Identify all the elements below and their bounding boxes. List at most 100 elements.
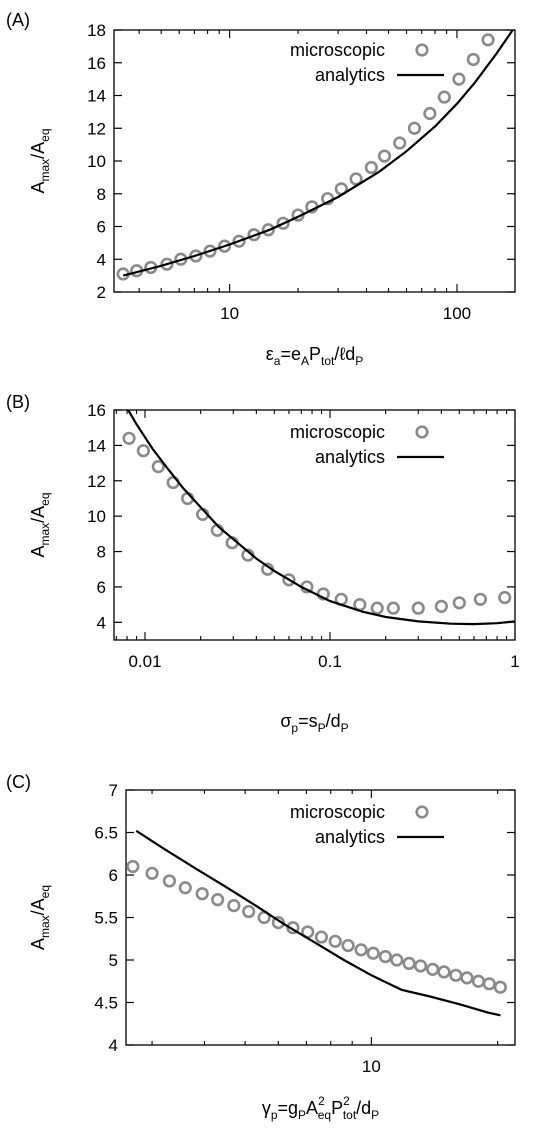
- plot-frame: [113, 409, 516, 641]
- legend-label: analytics: [315, 447, 385, 467]
- microscopic-point: [354, 943, 368, 957]
- microscopic-point: [151, 460, 165, 474]
- y-tick-label: 4: [97, 613, 106, 632]
- microscopic-point: [449, 968, 463, 982]
- x-tick-label: 10: [362, 1057, 381, 1076]
- microscopic-point: [217, 239, 232, 253]
- y-label-part: max: [38, 159, 52, 182]
- y-tick-label: 7: [109, 781, 118, 800]
- microscopic-point: [437, 965, 451, 979]
- microscopic-point: [282, 573, 296, 587]
- microscopic-point: [407, 121, 422, 135]
- x-label-sub: eq: [318, 1108, 331, 1122]
- x-label-part: P: [318, 721, 326, 735]
- y-axis-label: Amax/Aeq: [28, 885, 52, 950]
- microscopic-point: [460, 971, 474, 985]
- x-label-part: /ℓd: [334, 344, 355, 364]
- microscopic-point: [366, 946, 380, 960]
- x-tick-label: 100: [443, 304, 471, 323]
- y-tick-label: 4: [109, 1036, 118, 1055]
- y-label-part: A: [28, 182, 48, 194]
- analytics-line: [135, 829, 501, 1017]
- x-tick-label: 10: [220, 304, 239, 323]
- microscopic-point: [328, 934, 342, 948]
- y-label-part: max: [38, 523, 52, 546]
- microscopic-point: [393, 136, 407, 150]
- y-label-part: /A: [28, 898, 48, 915]
- microscopic-point: [353, 598, 367, 612]
- microscopic-point: [136, 444, 150, 458]
- legend-point-swatch: [415, 43, 429, 57]
- y-label-part: /A: [28, 506, 48, 523]
- y-tick-label: 10: [87, 152, 106, 171]
- microscopic-point: [402, 956, 416, 971]
- microscopic-point: [473, 592, 487, 606]
- microscopic-point: [386, 601, 400, 615]
- y-tick-label: 6: [97, 218, 106, 237]
- y-tick-label: 8: [97, 185, 106, 204]
- microscopic-point: [413, 959, 428, 973]
- x-label-part: P: [371, 1108, 379, 1122]
- x-label-part: a: [274, 354, 281, 368]
- microscopic-point: [341, 938, 355, 953]
- y-tick-label: 6: [109, 866, 118, 885]
- microscopic-point: [211, 893, 225, 907]
- microscopic-point: [261, 223, 275, 237]
- microscopic-point: [482, 977, 496, 991]
- microscopic-point: [370, 601, 384, 615]
- microscopic-point: [426, 962, 440, 976]
- y-tick-label: 8: [97, 543, 106, 562]
- x-label-part: p: [291, 721, 298, 735]
- microscopic-point: [145, 866, 159, 880]
- y-tick-label: 5.5: [94, 909, 118, 928]
- x-label-sup: 2: [318, 1094, 325, 1108]
- y-tick-label: 4: [97, 250, 106, 269]
- microscopic-point: [232, 234, 246, 248]
- microscopic-point: [377, 149, 392, 163]
- microscopic-point: [227, 898, 241, 913]
- microscopic-point: [411, 601, 425, 615]
- microscopic-point: [493, 980, 507, 994]
- y-label-part: /A: [28, 142, 48, 159]
- y-tick-label: 10: [87, 507, 106, 526]
- microscopic-point: [276, 216, 290, 230]
- microscopic-point: [452, 72, 466, 86]
- legend-label: microscopic: [290, 802, 385, 822]
- x-label-part: =g: [278, 1098, 299, 1118]
- y-label-part: eq: [38, 492, 52, 505]
- microscopic-point: [452, 596, 466, 610]
- microscopic-point: [437, 90, 451, 104]
- x-label-part: P: [331, 1098, 343, 1118]
- x-label-part: P: [341, 721, 349, 735]
- x-label-part: p: [271, 1108, 278, 1122]
- y-tick-label: 6: [97, 578, 106, 597]
- microscopic-point: [162, 874, 177, 888]
- legend-label: microscopic: [290, 422, 385, 442]
- x-label-part: A: [306, 1098, 318, 1118]
- panel-label: (B): [6, 392, 30, 412]
- x-label-part: P: [309, 344, 321, 364]
- y-tick-label: 2: [97, 283, 106, 302]
- y-tick-label: 12: [87, 472, 106, 491]
- microscopic-point: [189, 249, 203, 263]
- microscopic-point: [466, 52, 480, 67]
- x-axis-label: σp=sP/dP: [280, 711, 348, 735]
- y-label-part: eq: [38, 885, 52, 898]
- microscopic-point: [286, 921, 300, 935]
- x-label-part: P: [298, 1108, 306, 1122]
- microscopic-point: [471, 974, 486, 988]
- microscopic-point: [364, 160, 378, 175]
- y-tick-label: 14: [87, 436, 106, 455]
- analytics-line: [122, 30, 515, 277]
- x-tick-label: 1: [510, 652, 519, 671]
- microscopic-point: [390, 953, 404, 967]
- x-label-part: γ: [262, 1098, 271, 1118]
- x-label-sub: tot: [343, 1108, 357, 1122]
- y-tick-label: 12: [87, 119, 106, 138]
- x-axis-label: εa=eAPtot/ℓdP: [266, 344, 363, 368]
- y-label-part: max: [38, 915, 52, 938]
- x-label-part: A: [301, 354, 309, 368]
